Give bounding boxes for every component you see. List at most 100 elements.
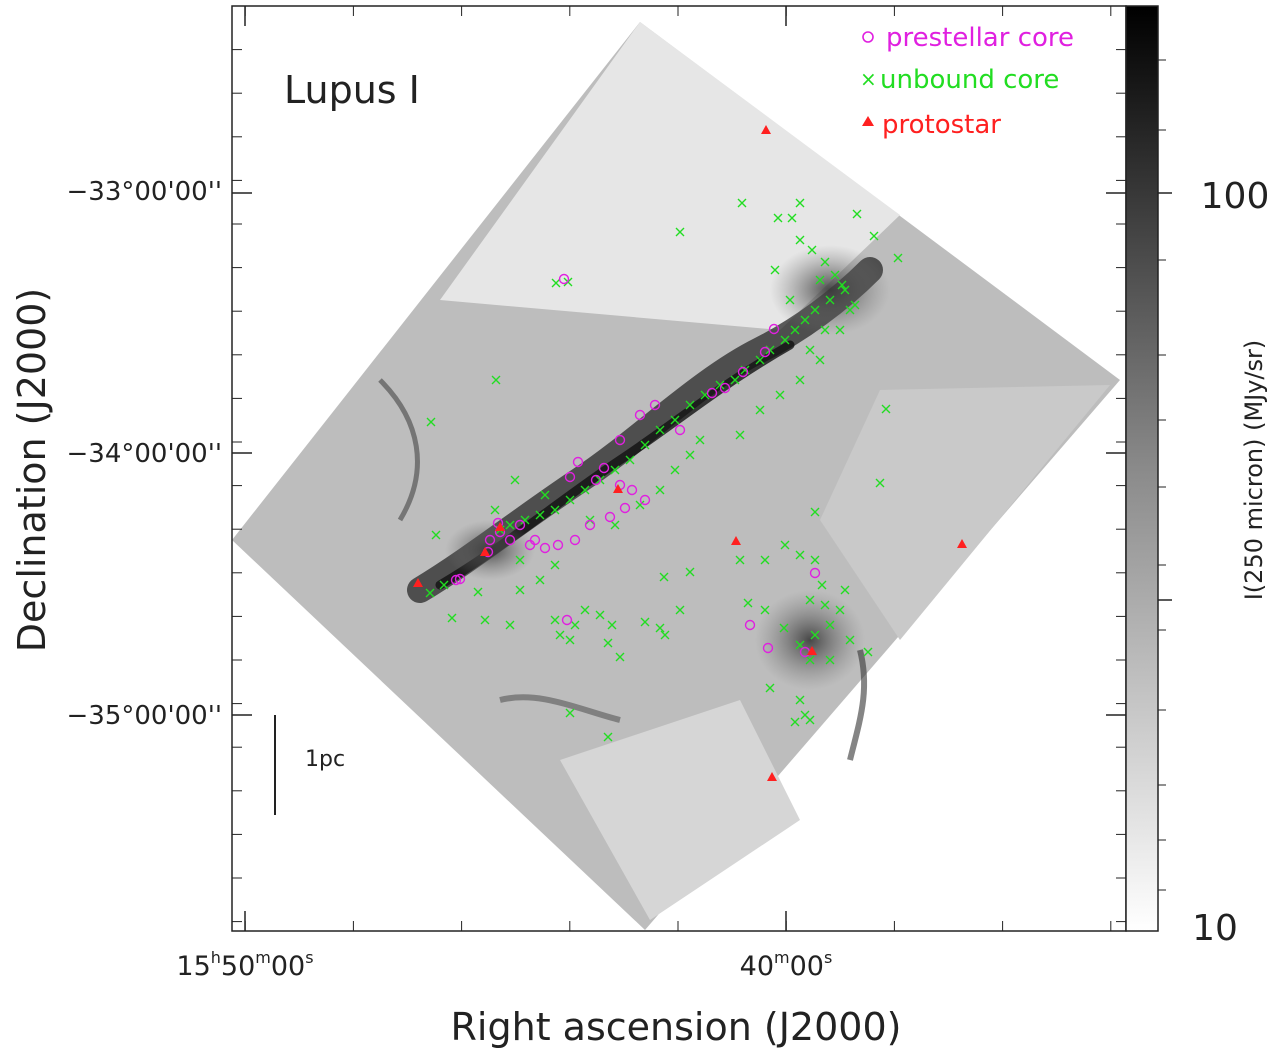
unbound-core-marker [795, 695, 805, 705]
dec-tick-label: −33°00'00'' [67, 177, 222, 207]
unbound-core-marker [610, 465, 620, 475]
unbound-core-marker [810, 507, 820, 517]
axis-ticks [232, 5, 1126, 931]
prestellar-core-marker [590, 474, 602, 486]
protostar-marker [807, 646, 817, 655]
unbound-core-marker [551, 278, 561, 288]
unbound-core-marker [810, 305, 820, 315]
unbound-core-marker [550, 560, 560, 570]
prestellar-core-marker [552, 539, 564, 551]
unbound-core-marker [817, 580, 827, 590]
unbound-core-marker [540, 490, 550, 500]
protostar-marker [731, 536, 741, 545]
prestellar-core-marker-icon [862, 31, 874, 43]
unbound-core-marker [760, 555, 770, 565]
prestellar-core-marker [762, 642, 774, 654]
unbound-core-marker [439, 580, 449, 590]
unbound-core-marker [565, 635, 575, 645]
unbound-core-marker [810, 630, 820, 640]
unbound-core-marker [835, 325, 845, 335]
prestellar-core-marker [454, 573, 466, 585]
unbound-core-marker [480, 615, 490, 625]
unbound-core-marker [805, 715, 815, 725]
source-markers [413, 125, 967, 781]
protostar-marker [495, 522, 505, 531]
unbound-core-marker [807, 245, 817, 255]
protostar-marker-icon [862, 116, 874, 126]
prestellar-core-marker [768, 323, 780, 335]
unbound-core-marker [625, 455, 635, 465]
unbound-core-marker [580, 605, 590, 615]
unbound-core-marker [550, 505, 560, 515]
unbound-core-marker [805, 655, 815, 665]
unbound-core-marker [820, 325, 830, 335]
unbound-core-marker [780, 335, 790, 345]
prestellar-core-marker [614, 434, 626, 446]
unbound-core-marker [491, 375, 501, 385]
unbound-core-marker [790, 717, 800, 727]
prestellar-core-marker [539, 542, 551, 554]
dec-tick-label: −35°00'00'' [67, 701, 222, 731]
prestellar-core-marker [649, 399, 661, 411]
unbound-core-marker [770, 265, 780, 275]
protostar-marker [957, 539, 967, 548]
prestellar-core-marker [484, 534, 496, 546]
unbound-core-marker [760, 605, 770, 615]
unbound-core-marker [425, 588, 435, 598]
unbound-core-marker [635, 500, 645, 510]
unbound-core-marker [893, 253, 903, 263]
colorbar-tick-label: 100 [1201, 176, 1270, 217]
unbound-core-marker [820, 600, 830, 610]
unbound-core-marker [603, 732, 613, 742]
x-axis-title: Right ascension (J2000) [451, 1005, 902, 1049]
unbound-core-marker [730, 375, 740, 385]
protostar-marker [767, 772, 777, 781]
protostar-marker [413, 578, 423, 587]
unbound-core-marker [825, 295, 835, 305]
unbound-core-marker [695, 435, 705, 445]
prestellar-core-marker [514, 519, 526, 531]
prestellar-core-marker [619, 502, 631, 514]
unbound-core-marker [875, 478, 885, 488]
unbound-core-marker [820, 257, 830, 267]
prestellar-core-marker [626, 484, 638, 496]
dust-map-image [232, 22, 1120, 930]
prestellar-core-marker [737, 366, 749, 378]
protostar-marker [761, 125, 771, 134]
unbound-core-marker [735, 555, 745, 565]
unbound-core-marker [773, 213, 783, 223]
ra-tick-label: 40m00s [740, 948, 833, 982]
unbound-core-marker [640, 617, 650, 627]
unbound-core-marker [655, 485, 665, 495]
prestellar-core-marker [634, 409, 646, 421]
unbound-core-marker [570, 620, 580, 630]
unbound-core-marker [655, 425, 665, 435]
unbound-core-marker [795, 375, 805, 385]
unbound-core-marker [779, 623, 789, 633]
prestellar-core-marker [598, 462, 610, 474]
unbound-core-marker [743, 598, 753, 608]
prestellar-core-marker [604, 511, 616, 523]
unbound-core-marker [426, 417, 436, 427]
prestellar-core-marker [504, 534, 516, 546]
unbound-core-marker [520, 515, 530, 525]
unbound-core-marker [550, 615, 560, 625]
unbound-core-marker [447, 613, 457, 623]
unbound-core-marker [515, 585, 525, 595]
unbound-core-marker [737, 198, 747, 208]
prestellar-core-marker [809, 567, 821, 579]
unbound-core-marker [615, 652, 625, 662]
dec-tick-label: −34°00'00'' [67, 439, 222, 469]
colorbar [1125, 5, 1159, 932]
unbound-core-marker [825, 655, 835, 665]
unbound-core-marker [869, 231, 879, 241]
unbound-core-marker [685, 450, 695, 460]
unbound-core-marker [490, 505, 500, 515]
unbound-core-marker [607, 620, 617, 630]
unbound-core-marker [535, 575, 545, 585]
unbound-core-marker [785, 295, 795, 305]
unbound-core-marker [805, 595, 815, 605]
colorbar-ticks [1158, 59, 1172, 891]
unbound-core-marker [765, 683, 775, 693]
prestellar-core-marker [706, 387, 718, 399]
